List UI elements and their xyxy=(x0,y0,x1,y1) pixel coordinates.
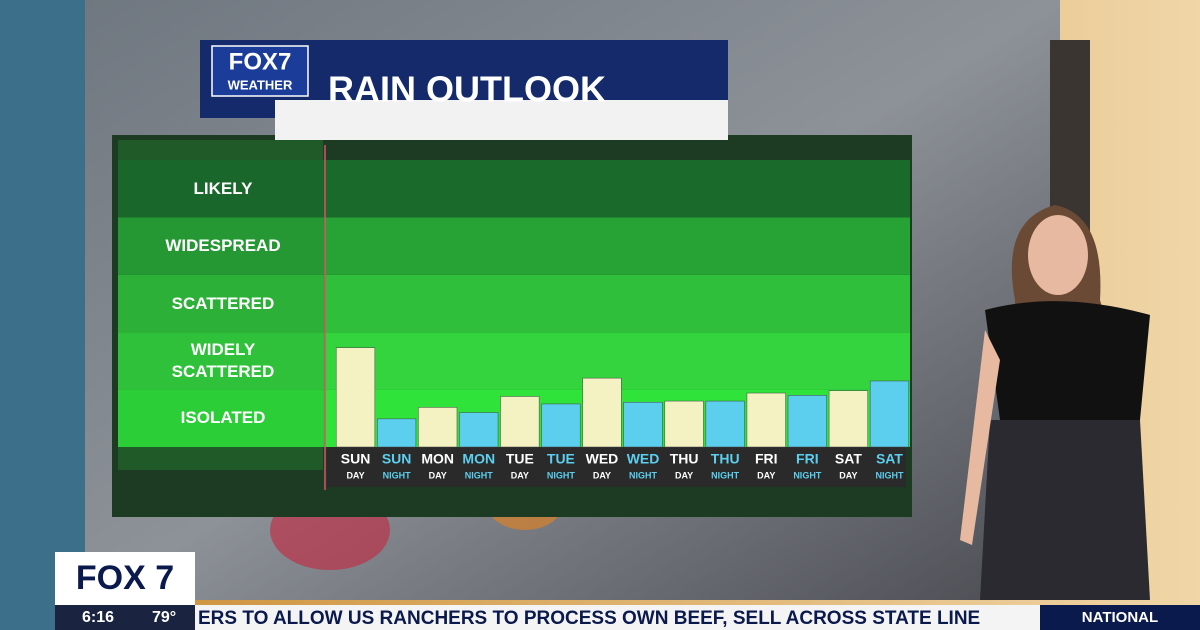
arm xyxy=(960,330,1000,545)
bar xyxy=(418,407,458,448)
temperature: 79° xyxy=(152,609,176,626)
bar xyxy=(828,390,868,448)
x-tick-sublabel: DAY xyxy=(675,470,693,480)
bar xyxy=(746,392,786,448)
bar xyxy=(664,400,704,448)
y-tick-label: LIKELY xyxy=(193,178,253,198)
x-tick-sublabel: NIGHT xyxy=(793,470,822,480)
x-tick-sublabel: DAY xyxy=(511,470,529,480)
plot: SUN DAY SUN NIGHT MON DAY MON NIGHT TUE DAY TUE NIG… xyxy=(118,145,910,490)
bar xyxy=(582,377,622,448)
logo-sub: WEATHER xyxy=(228,77,293,92)
info-box xyxy=(55,605,195,630)
presenter xyxy=(960,205,1150,600)
x-tick-sublabel: NIGHT xyxy=(465,470,494,480)
bar xyxy=(377,418,417,448)
x-tick-sublabel: NIGHT xyxy=(547,470,576,480)
x-tick-sublabel: DAY xyxy=(593,470,611,480)
x-tick-sublabel: NIGHT xyxy=(711,470,740,480)
face xyxy=(1028,215,1088,295)
bar xyxy=(541,403,581,448)
station: FOX 7 xyxy=(76,559,174,597)
x-label-strip xyxy=(327,447,906,487)
band-label-bg xyxy=(118,274,325,333)
x-tick-label: MON xyxy=(462,451,495,467)
x-tick-label: FRI xyxy=(755,451,778,467)
x-tick-label: MON xyxy=(421,451,454,467)
x-tick-sublabel: NIGHT xyxy=(629,470,658,480)
chart-title: RAIN OUTLOOK xyxy=(328,69,606,110)
x-tick-sublabel: DAY xyxy=(429,470,447,480)
x-tick-label: SUN xyxy=(341,451,371,467)
band xyxy=(325,274,910,333)
y-tick-label: SCATTERED xyxy=(171,293,275,313)
section: NATIONAL xyxy=(1082,609,1158,626)
x-tick-label: SAT xyxy=(876,451,903,467)
y-tick-label: ISOLATED xyxy=(180,408,266,428)
bar xyxy=(787,395,827,448)
x-tick-label: TUE xyxy=(547,451,575,467)
x-tick-label: TUE xyxy=(506,451,534,467)
x-tick-label: SUN xyxy=(382,451,412,467)
skirt xyxy=(980,420,1150,600)
band-label-bg xyxy=(118,160,325,218)
bar xyxy=(705,400,745,448)
bar xyxy=(459,412,499,448)
band xyxy=(325,160,910,218)
logo-box xyxy=(211,45,309,97)
bar xyxy=(869,380,910,448)
station-box xyxy=(55,552,195,605)
ticker: ERS TO ALLOW US RANCHERS TO PROCESS OWN … xyxy=(198,608,980,629)
band-label-bg xyxy=(118,332,325,390)
bar xyxy=(623,401,663,448)
x-tick-label: THU xyxy=(670,451,699,467)
logo: FOX7 xyxy=(229,48,292,75)
x-tick-sublabel: DAY xyxy=(346,470,364,480)
city-left xyxy=(0,0,90,630)
bar xyxy=(335,347,376,448)
x-tick-sublabel: NIGHT xyxy=(875,470,904,480)
band-label-bg xyxy=(118,389,325,447)
x-tick-sublabel: DAY xyxy=(839,470,857,480)
band xyxy=(325,217,910,275)
time: 6:16 xyxy=(82,609,114,626)
y-tick-label: WIDESPREAD xyxy=(165,236,281,256)
section-box xyxy=(1040,605,1200,630)
bar xyxy=(500,396,540,448)
x-tick-label: WED xyxy=(586,451,619,467)
x-tick-label: THU xyxy=(711,451,740,467)
x-tick-label: SAT xyxy=(835,451,862,467)
y-tick-label: WIDELY SCATTERED xyxy=(171,339,275,381)
x-tick-label: WED xyxy=(627,451,660,467)
x-tick-sublabel: NIGHT xyxy=(383,470,412,480)
ticker-bar xyxy=(195,605,1040,630)
title-strip xyxy=(275,100,728,140)
band-label-bg xyxy=(118,217,325,275)
x-tick-label: FRI xyxy=(796,451,819,467)
x-tick-sublabel: DAY xyxy=(757,470,775,480)
top xyxy=(985,301,1150,420)
